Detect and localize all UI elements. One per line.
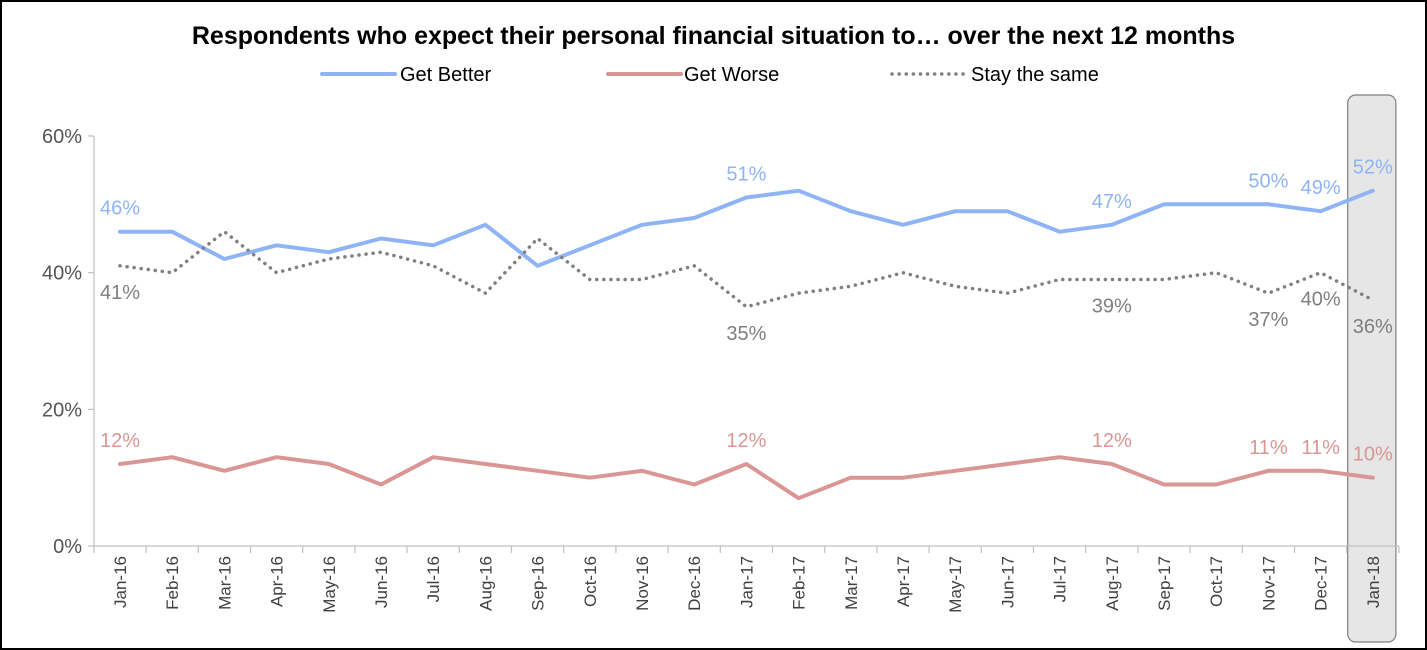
x-tick-label: Feb-16 [163,556,182,610]
y-tick-label: 40% [42,263,82,285]
data-label: 11% [1301,437,1340,459]
legend-label: Stay the same [971,64,1099,86]
chart-title: Respondents who expect their personal fi… [191,22,1236,50]
x-tick-label: Nov-17 [1259,556,1278,611]
y-tick-label: 20% [42,399,82,421]
data-label: 49% [1301,177,1341,199]
x-tick-label: May-17 [946,556,965,613]
x-tick-label: Jul-17 [1051,556,1070,602]
data-label: 47% [1092,191,1132,213]
x-tick-label: Sep-16 [529,556,548,611]
data-label: 46% [100,198,140,220]
x-tick-label: Jun-16 [372,556,391,608]
x-tick-label: Dec-16 [685,556,704,611]
x-tick-label: Oct-16 [581,556,600,607]
data-label: 10% [1353,444,1393,466]
x-tick-label: Mar-16 [215,556,234,610]
data-label: 12% [1092,430,1132,452]
data-label: 50% [1248,170,1288,192]
x-tick-label: Sep-17 [1155,556,1174,611]
data-label: 11% [1249,437,1288,459]
series-line-get-better [118,188,1375,268]
x-tick-label: Apr-17 [894,556,913,607]
legend-label: Get Worse [684,64,779,86]
data-label: 35% [726,323,766,345]
x-tick-label: Aug-17 [1103,556,1122,611]
highlight-band [1347,94,1397,643]
x-tick-label: Jan-17 [737,556,756,608]
data-label: 39% [1092,296,1132,318]
data-label: 37% [1248,309,1288,331]
y-tick-label: 60% [42,126,82,148]
x-tick-label: Aug-16 [476,556,495,611]
data-label: 40% [1301,289,1341,311]
data-label: 36% [1353,316,1393,338]
x-tick-label: Apr-16 [268,556,287,607]
x-tick-label: May-16 [320,556,339,613]
data-label: 12% [726,430,766,452]
data-label: 51% [726,164,766,186]
y-tick-label: 0% [53,536,82,558]
x-tick-label: Jul-16 [424,556,443,602]
x-tick-label: Jan-16 [111,556,130,608]
data-label: 41% [100,282,140,304]
x-tick-label: Mar-17 [842,556,861,610]
x-tick-label: Nov-16 [633,556,652,611]
data-label: 52% [1353,157,1393,179]
x-tick-label: Feb-17 [790,556,809,610]
data-label: 12% [100,430,140,452]
x-tick-label: Jan-18 [1364,556,1383,608]
legend-label: Get Better [400,64,491,86]
x-tick-label: Dec-17 [1312,556,1331,611]
x-tick-label: Jun-17 [998,556,1017,608]
series-line-stay-the-same [118,229,1375,309]
x-tick-label: Oct-17 [1207,556,1226,607]
series-line-get-worse [118,455,1375,501]
